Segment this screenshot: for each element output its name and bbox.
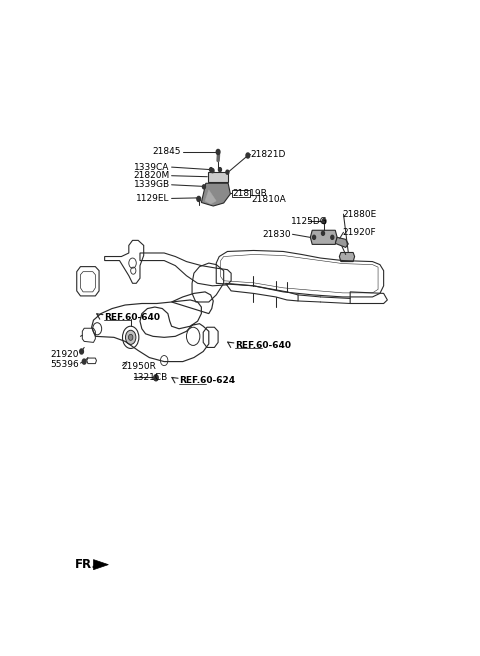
Text: 55396: 55396 — [50, 359, 79, 369]
Polygon shape — [339, 253, 355, 262]
Text: 21819B: 21819B — [232, 189, 266, 198]
Text: 1125DG: 1125DG — [290, 216, 327, 226]
Polygon shape — [311, 230, 337, 245]
Circle shape — [210, 168, 213, 172]
Text: 21880E: 21880E — [343, 210, 377, 218]
Circle shape — [322, 232, 324, 236]
Text: FR.: FR. — [75, 558, 97, 571]
Circle shape — [216, 150, 220, 155]
Text: 21950R: 21950R — [121, 362, 156, 371]
Polygon shape — [94, 560, 108, 569]
Text: 21920F: 21920F — [343, 228, 376, 237]
Text: 21810A: 21810A — [252, 195, 287, 205]
Text: 21820M: 21820M — [133, 171, 170, 180]
Circle shape — [312, 236, 315, 239]
Text: 21920: 21920 — [50, 350, 79, 359]
Text: 1339CA: 1339CA — [134, 163, 170, 172]
Polygon shape — [205, 190, 216, 204]
Circle shape — [83, 359, 86, 364]
Polygon shape — [335, 237, 348, 247]
Circle shape — [154, 375, 158, 380]
Polygon shape — [202, 183, 230, 206]
Circle shape — [246, 153, 250, 158]
Circle shape — [80, 349, 84, 354]
Circle shape — [322, 218, 326, 224]
Text: 21845: 21845 — [153, 148, 181, 157]
Polygon shape — [232, 190, 250, 197]
Text: 21830: 21830 — [262, 230, 290, 239]
Circle shape — [226, 170, 229, 174]
Circle shape — [129, 335, 133, 340]
Polygon shape — [208, 172, 228, 182]
Text: REF.60-624: REF.60-624 — [179, 377, 235, 385]
Text: 1321CB: 1321CB — [132, 373, 168, 382]
Circle shape — [125, 330, 136, 344]
Circle shape — [218, 168, 221, 172]
Circle shape — [211, 169, 214, 173]
Text: 1129EL: 1129EL — [136, 194, 170, 203]
Text: REF.60-640: REF.60-640 — [235, 341, 291, 350]
Circle shape — [197, 196, 201, 201]
Text: 1339GB: 1339GB — [133, 180, 170, 190]
Text: 21821D: 21821D — [251, 150, 286, 159]
Circle shape — [331, 236, 334, 239]
Text: REF.60-640: REF.60-640 — [104, 313, 160, 321]
Circle shape — [203, 185, 205, 189]
